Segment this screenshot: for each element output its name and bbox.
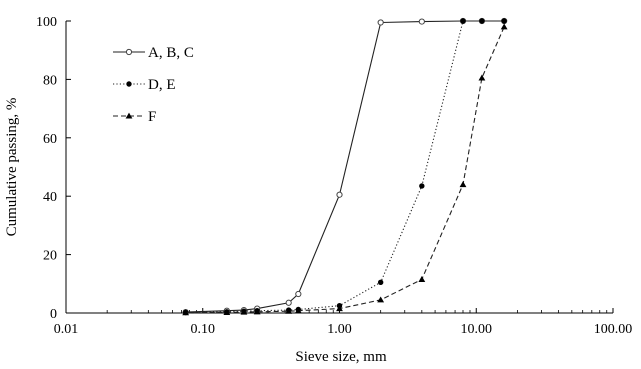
data-point xyxy=(223,309,231,315)
data-point xyxy=(336,305,343,312)
series-f xyxy=(182,23,508,316)
data-point xyxy=(182,309,190,316)
legend-item: F xyxy=(113,109,156,125)
data-point xyxy=(377,279,384,286)
x-axis: 0.01 0.10 1.00 10.00 100.00 xyxy=(54,308,633,337)
legend-item: A, B, C xyxy=(113,45,194,61)
data-point xyxy=(285,307,293,314)
legend-label: A, B, C xyxy=(148,45,194,61)
y-tick-label: 0 xyxy=(50,307,57,322)
x-tick-label: 100.00 xyxy=(594,322,633,337)
data-point xyxy=(377,19,384,26)
data-point xyxy=(253,308,261,315)
y-tick-label: 20 xyxy=(43,249,57,264)
data-point xyxy=(336,191,343,198)
data-point xyxy=(294,307,302,314)
series-a-b-c xyxy=(182,17,508,316)
data-point xyxy=(295,290,302,298)
x-tick-label: 0.10 xyxy=(191,322,216,337)
x-axis-title: Sieve size, mm xyxy=(295,349,387,365)
y-tick-label: 60 xyxy=(43,132,57,147)
data-point xyxy=(418,18,425,25)
series-layer xyxy=(182,17,508,316)
series-line xyxy=(185,26,505,314)
data-point xyxy=(285,299,292,306)
data-point xyxy=(125,112,133,119)
legend-item: D, E xyxy=(113,77,176,93)
legend: A, B, C D, E F xyxy=(113,45,194,125)
series-line xyxy=(185,20,505,313)
data-point xyxy=(126,81,132,87)
data-point xyxy=(377,296,385,303)
series-line xyxy=(185,20,505,313)
data-point xyxy=(419,183,425,189)
data-point xyxy=(125,48,133,56)
legend-label: F xyxy=(148,109,156,125)
x-tick-label: 10.00 xyxy=(461,322,493,337)
data-point xyxy=(418,276,426,282)
data-point xyxy=(460,18,466,24)
y-axis: 0 20 40 60 80 100 xyxy=(36,15,71,322)
y-tick-label: 100 xyxy=(36,15,57,30)
x-tick-label: 0.01 xyxy=(54,322,79,337)
series-d-e xyxy=(182,18,507,316)
data-point xyxy=(459,181,467,188)
data-point xyxy=(240,308,248,315)
y-tick-label: 40 xyxy=(43,190,57,205)
data-point xyxy=(479,18,485,24)
data-point xyxy=(500,23,508,30)
x-tick-label: 1.00 xyxy=(327,322,352,337)
legend-label: D, E xyxy=(148,77,176,93)
y-axis-title: Cumulative passing, % xyxy=(4,98,20,237)
data-point xyxy=(478,74,486,81)
data-point xyxy=(501,18,507,24)
y-tick-label: 80 xyxy=(43,73,57,88)
